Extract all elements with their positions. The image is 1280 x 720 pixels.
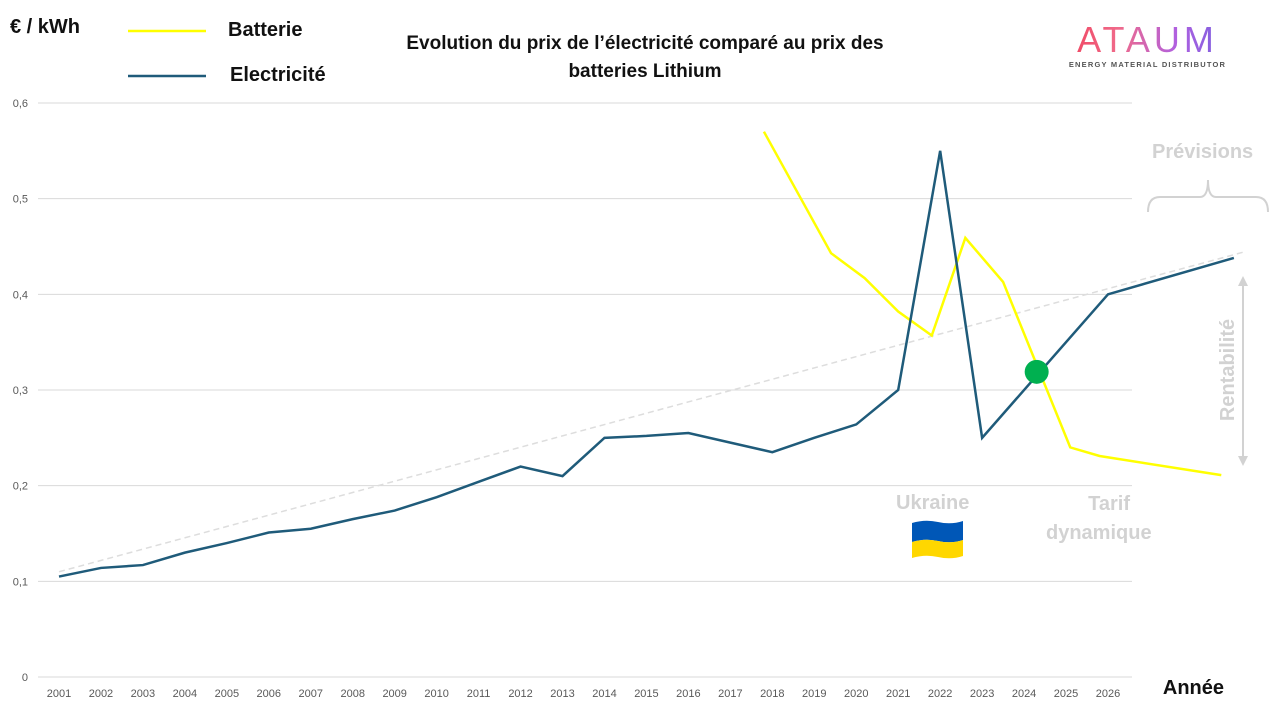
legend-label-electricite: Electricité [230, 64, 326, 86]
x-tick-label: 2006 [257, 688, 281, 700]
trendline [58, 250, 1247, 573]
x-tick-label: 2015 [634, 688, 658, 700]
x-tick-label: 2025 [1054, 688, 1078, 700]
x-tick-label: 2026 [1096, 688, 1120, 700]
ukraine-flag-icon [912, 520, 963, 559]
x-axis-label: Année [1162, 677, 1224, 699]
x-tick-label: 2007 [299, 688, 323, 700]
y-tick-label: 0 [22, 672, 28, 684]
x-tick-label: 2018 [760, 688, 784, 700]
x-tick-label: 2011 [467, 688, 491, 700]
x-tick-label: 2014 [592, 688, 616, 700]
y-tick-label: 0,2 [13, 481, 28, 493]
series-line-batterie [762, 131, 1222, 477]
previsions-label: Prévisions [1152, 141, 1254, 163]
x-tick-label: 2024 [1012, 688, 1036, 700]
y-tick-label: 0,1 [13, 576, 28, 588]
dynamique-label: dynamique [1046, 522, 1152, 544]
x-tick-label: 2016 [676, 688, 700, 700]
x-tick-label: 2010 [424, 688, 448, 700]
legend [128, 29, 206, 78]
previsions-brace [1147, 179, 1269, 213]
x-tick-label: 2017 [718, 688, 742, 700]
x-tick-label: 2008 [340, 688, 364, 700]
y-tick-label: 0,4 [13, 289, 28, 301]
ukraine-label: Ukraine [896, 492, 970, 514]
series-line-electricite [58, 150, 1235, 578]
x-tick-label: 2013 [550, 688, 574, 700]
x-tick-label: 2005 [215, 688, 239, 700]
logo-tagline: ENERGY MATERIAL DISTRIBUTOR [1068, 60, 1227, 69]
x-tick-label: 2009 [382, 688, 406, 700]
x-tick-label: 2022 [928, 688, 952, 700]
logo-wordmark: ATAUM [1060, 22, 1235, 58]
rentabilite-label: Rentabilité [1217, 319, 1239, 421]
x-tick-label: 2001 [47, 688, 71, 700]
x-tick-label: 2023 [970, 688, 994, 700]
y-axis-unit: € / kWh [10, 16, 81, 38]
crossover-point [1024, 359, 1049, 384]
x-tick-label: 2019 [802, 688, 826, 700]
y-tick-label: 0,6 [13, 98, 28, 110]
chart-title: Evolution du prix de l’électricité compa… [406, 33, 884, 82]
x-tick-label: 2020 [844, 688, 868, 700]
y-tick-label: 0,3 [13, 385, 28, 397]
y-tick-label: 0,5 [13, 194, 28, 206]
x-tick-label: 2002 [89, 688, 113, 700]
x-tick-label: 2004 [173, 688, 197, 700]
x-tick-label: 2021 [886, 688, 910, 700]
legend-label-batterie: Batterie [228, 19, 303, 41]
logo: ATAUM ENERGY MATERIAL DISTRIBUTOR [1060, 22, 1235, 70]
rentabilite-arrow [1238, 276, 1248, 466]
tarif-label: Tarif [1088, 493, 1130, 515]
x-tick-label: 2003 [131, 688, 155, 700]
x-tick-label: 2012 [508, 688, 532, 700]
